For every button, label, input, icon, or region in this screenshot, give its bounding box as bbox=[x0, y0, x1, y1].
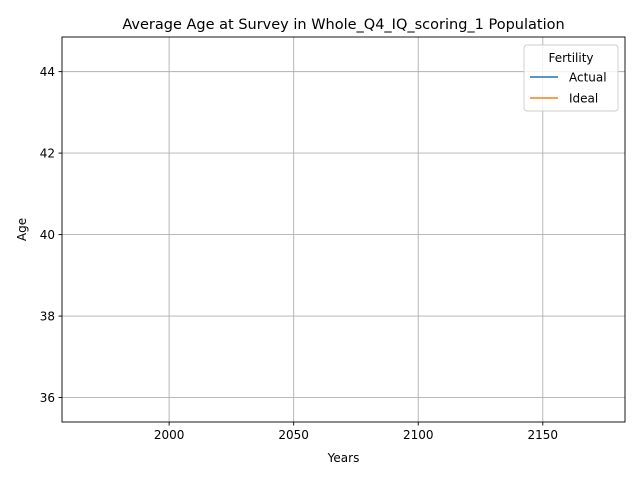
legend: Fertility Actual Ideal bbox=[523, 44, 619, 112]
y-tick-label: 44 bbox=[40, 65, 55, 79]
y-tick-label: 36 bbox=[40, 391, 55, 405]
y-tick-label: 38 bbox=[40, 310, 55, 324]
x-tick-label: 2150 bbox=[528, 428, 559, 442]
legend-box bbox=[523, 44, 619, 112]
legend-title: Fertility bbox=[548, 51, 593, 65]
x-tick-label: 2100 bbox=[403, 428, 434, 442]
legend-label-actual: Actual bbox=[569, 71, 607, 85]
chart-title: Average Age at Survey in Whole_Q4_IQ_sco… bbox=[122, 17, 564, 33]
legend-label-ideal: Ideal bbox=[569, 92, 598, 106]
axis-ticks: 2000 2050 2100 2150 36 38 40 42 44 bbox=[40, 65, 558, 442]
y-tick-label: 42 bbox=[40, 147, 55, 161]
plot-area-frame bbox=[61, 36, 626, 423]
x-axis-label: Years bbox=[327, 451, 360, 465]
y-tick-label: 40 bbox=[40, 228, 55, 242]
x-tick-label: 2000 bbox=[154, 428, 185, 442]
y-axis-label: Age bbox=[15, 218, 29, 241]
x-tick-label: 2050 bbox=[278, 428, 309, 442]
